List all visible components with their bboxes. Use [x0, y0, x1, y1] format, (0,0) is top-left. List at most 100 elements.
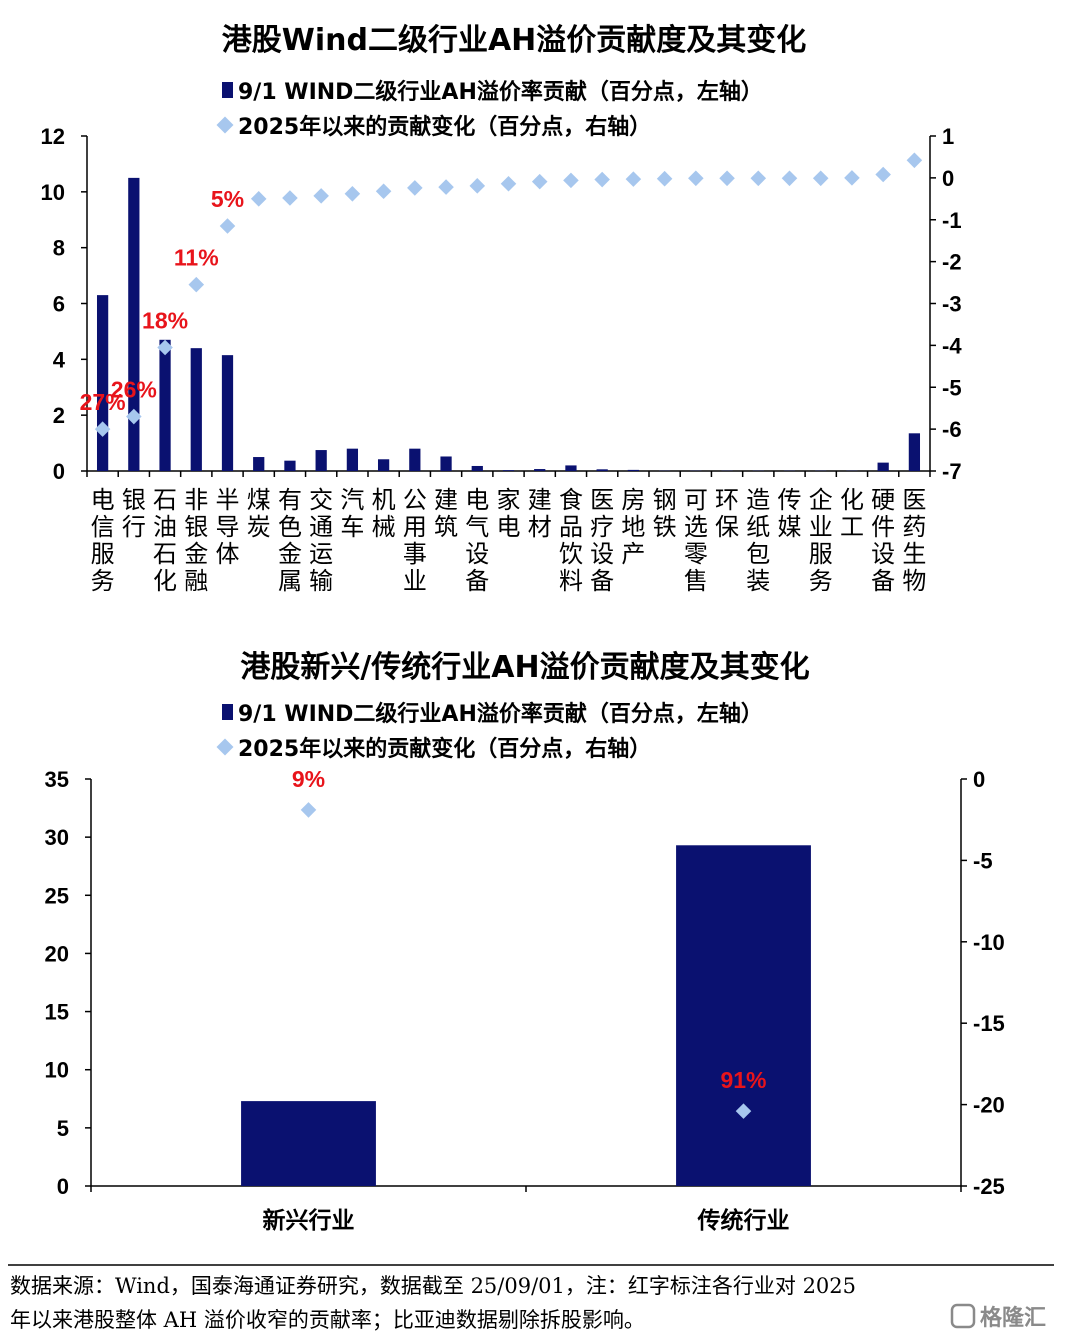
- category-label-char: 材: [528, 513, 552, 541]
- right-y-tick-label: 0: [973, 767, 985, 792]
- chart2-legend-marker-label: 2025年以来的贡献变化（百分点，右轴）: [238, 736, 651, 762]
- category-label-char: 汽: [340, 486, 364, 514]
- category-label-char: 石: [153, 486, 177, 514]
- category-label-char: 务: [809, 567, 833, 595]
- category-label-char: 电: [465, 486, 489, 514]
- category-label-char: 色: [278, 513, 302, 541]
- left-y-tick-label: 10: [45, 1058, 69, 1083]
- category-label-char: 生: [902, 540, 926, 568]
- chart1-legend-bar-label: 9/1 WIND二级行业AH溢价率贡献（百分点，左轴）: [238, 79, 763, 105]
- category-label-char: 硬: [871, 486, 895, 514]
- category-label-char: 半: [216, 486, 240, 514]
- left-y-tick-label: 5: [57, 1116, 69, 1141]
- bar-新兴行业: [241, 1101, 376, 1186]
- watermark-text: 格隆汇: [980, 1305, 1046, 1331]
- category-label-char: 服: [91, 540, 115, 568]
- category-label-char: 疗: [590, 513, 614, 541]
- chart1-legend-marker-swatch: [216, 116, 234, 134]
- left-y-tick-label: 4: [53, 347, 66, 372]
- category-label-char: 媒: [778, 513, 802, 541]
- category-label-char: 运: [309, 540, 333, 568]
- category-label-char: 煤: [247, 486, 271, 514]
- category-label-char: 品: [559, 513, 583, 541]
- bar-煤炭: [253, 457, 265, 471]
- bar-汽车: [346, 448, 359, 471]
- left-y-tick-label: 0: [53, 459, 65, 484]
- category-label-char: 体: [216, 540, 240, 568]
- category-label-char: 化: [840, 486, 864, 514]
- chart1-title: 港股Wind二级行业AH溢价贡献度及其变化: [222, 23, 807, 58]
- marker-煤炭: [250, 191, 267, 207]
- chart2-legend-bar-label: 9/1 WIND二级行业AH溢价率贡献（百分点，左轴）: [238, 701, 763, 727]
- marker-化工: [844, 170, 860, 186]
- category-label-char: 建: [434, 486, 458, 514]
- category-label-char: 钢: [653, 486, 677, 514]
- marker-可选零售: [688, 170, 704, 187]
- annotation-石油石化: 18%: [142, 307, 188, 333]
- footer-source-note-line1: 数据来源：Wind，国泰海通证券研究，数据截至 25/09/01，注：红字标注各…: [10, 1274, 856, 1298]
- category-label-char: 装: [746, 567, 770, 595]
- right-y-tick-label: -20: [973, 1093, 1005, 1118]
- marker-食品饮料: [563, 172, 579, 189]
- category-label-char: 产: [621, 540, 645, 568]
- right-y-tick-label: -1: [942, 208, 962, 233]
- left-y-tick-label: 2: [53, 403, 65, 428]
- bar-石油石化: [159, 339, 171, 471]
- chart1-legend-marker-label: 2025年以来的贡献变化（百分点，右轴）: [238, 114, 651, 140]
- right-y-tick-label: -2: [942, 250, 962, 275]
- bar-建材: [534, 469, 546, 471]
- category-label-char: 械: [372, 513, 396, 541]
- category-label-char: 件: [871, 513, 895, 541]
- category-label-char: 电: [497, 513, 521, 541]
- category-label-char: 备: [871, 567, 895, 595]
- category-label-char: 物: [902, 567, 926, 595]
- chart1-plot: 0 2 4 6 8 10 12 -7 -6 -5 -4 -3 -2 -1 0 1 27%26% 18% 11% 5% 电…: [41, 124, 963, 595]
- bar-传统行业: [676, 845, 811, 1186]
- right-y-tick-label: 1: [942, 124, 954, 149]
- marker-建筑: [438, 179, 454, 195]
- category-label-char: 输: [309, 567, 333, 595]
- left-y-tick-label: 25: [45, 883, 69, 908]
- bar-交通运输: [315, 450, 327, 471]
- left-y-tick-label: 15: [45, 1000, 69, 1025]
- category-label-char: 车: [340, 513, 364, 541]
- category-label-char: 医: [590, 486, 614, 514]
- bar-食品饮料: [565, 465, 577, 471]
- bar-公用事业: [409, 448, 421, 471]
- category-label-char: 业: [403, 567, 427, 595]
- left-y-tick-label: 0: [57, 1174, 69, 1199]
- category-label-char: 饮: [559, 540, 583, 568]
- category-label-char: 银: [122, 486, 146, 514]
- right-y-tick-label: -3: [942, 292, 962, 317]
- marker-半导体: [219, 218, 236, 234]
- category-label-char: 可: [684, 486, 708, 514]
- chart1-legend-bar-swatch: [222, 82, 233, 98]
- bar-医药生物: [908, 433, 921, 471]
- category-label-char: 公: [403, 486, 427, 514]
- right-y-tick-label: -5: [973, 848, 993, 873]
- marker-电气设备: [469, 178, 486, 194]
- marker-有色金属: [282, 190, 298, 206]
- marker-房地产: [625, 171, 642, 187]
- marker-传媒: [781, 170, 798, 187]
- marker-非银金融: [188, 276, 205, 293]
- right-y-tick-label: -4: [942, 333, 962, 358]
- category-label-char: 金: [278, 540, 302, 568]
- category-label-char: 石: [153, 540, 177, 568]
- right-y-tick-label: -7: [942, 459, 962, 484]
- category-label-char: 房: [621, 486, 645, 514]
- marker-汽车: [344, 186, 361, 202]
- marker-企业服务: [812, 170, 829, 187]
- bar-非银金融: [190, 348, 202, 471]
- category-label-char: 地: [621, 513, 645, 541]
- category-label-char: 银: [184, 513, 208, 541]
- category-label-char: 设: [871, 540, 895, 568]
- category-label-char: 导: [216, 513, 240, 541]
- category-label-char: 备: [465, 567, 489, 595]
- bar-机械: [377, 459, 390, 471]
- marker-硬件设备: [875, 166, 891, 183]
- category-label-char: 服: [809, 540, 833, 568]
- marker-交通运输: [313, 188, 329, 204]
- bar-电气设备: [471, 465, 483, 471]
- category-label-char: 料: [559, 567, 583, 595]
